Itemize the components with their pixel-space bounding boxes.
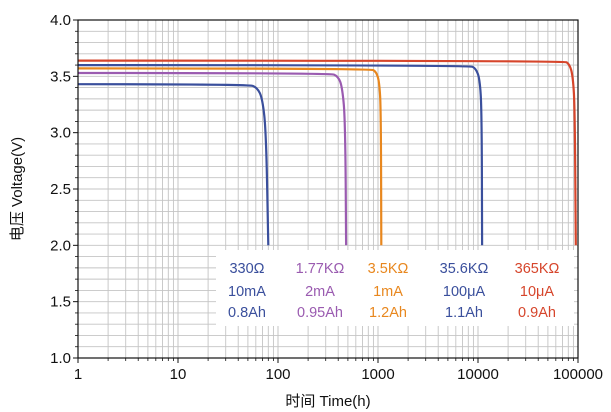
annotation-label-s330: 330Ω	[229, 261, 264, 277]
annotation-label-s365000: 10μA	[520, 284, 554, 300]
y-tick-label: 3.5	[50, 68, 71, 85]
annotation-label-s3500: 1mA	[373, 284, 403, 300]
y-tick-label: 4.0	[50, 12, 71, 29]
annotation-label-s3500: 3.5KΩ	[368, 261, 409, 277]
annotation-box	[216, 250, 574, 326]
series-line-s365000	[77, 59, 577, 246]
annotation-background	[216, 250, 574, 326]
annotation-label-s365000: 365KΩ	[515, 261, 560, 277]
annotation-label-s3500: 1.2Ah	[369, 305, 407, 321]
annotation-label-s35600: 35.6KΩ	[440, 261, 489, 277]
y-axis-title: 电压 Voltage(V)	[9, 137, 26, 241]
annotation-label-s1770: 2mA	[305, 284, 335, 300]
y-axis: 1.0 1.5 2.0 2.5 3.0 3.5 4.0	[50, 12, 78, 367]
series-line-s330	[77, 83, 270, 246]
x-tick-label: 1	[74, 366, 82, 383]
y-tick-label: 1.5	[50, 294, 71, 311]
series-line-s1770	[77, 71, 348, 246]
y-tick-label: 3.0	[50, 125, 71, 142]
y-tick-label: 2.5	[50, 181, 71, 198]
annotation-label-s35600: 1.1Ah	[445, 305, 483, 321]
x-tick-label: 100	[265, 366, 290, 383]
curves	[77, 59, 577, 246]
y-tick-label: 1.0	[50, 350, 71, 367]
x-tick-label: 10000	[457, 366, 499, 383]
x-tick-label: 10	[170, 366, 187, 383]
annotation-label-s330: 0.8Ah	[228, 305, 266, 321]
annotations: 330Ω 10mA 0.8Ah 1.77KΩ 2mA 0.95Ah 3.5KΩ 1mA 1.2A…	[228, 261, 559, 321]
x-tick-label: 1000	[361, 366, 394, 383]
annotation-label-s330: 10mA	[228, 284, 266, 300]
x-tick-label: 100000	[553, 366, 603, 383]
x-axis: 1 10 100 1000 10000 100000	[74, 358, 603, 383]
series-line-s3500	[77, 67, 383, 246]
annotation-label-s1770: 0.95Ah	[297, 305, 343, 321]
x-axis-title: 时间 Time(h)	[285, 393, 370, 410]
annotation-label-s35600: 100μA	[443, 284, 486, 300]
y-tick-label: 2.0	[50, 237, 71, 254]
series-line-s35600	[77, 64, 484, 246]
annotation-label-s365000: 0.9Ah	[518, 305, 556, 321]
annotation-label-s1770: 1.77KΩ	[296, 261, 345, 277]
